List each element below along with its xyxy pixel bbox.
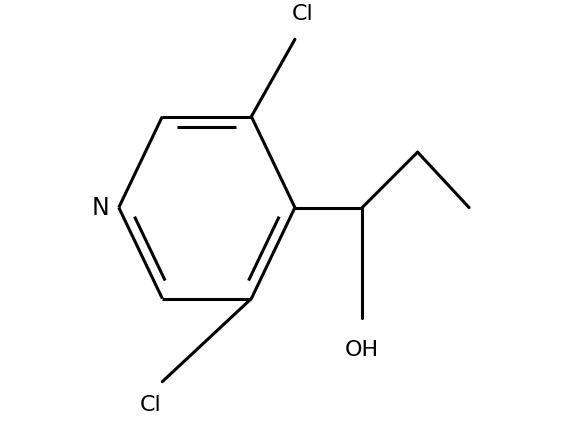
Text: N: N — [92, 196, 110, 220]
Text: Cl: Cl — [292, 3, 314, 24]
Text: OH: OH — [345, 340, 379, 360]
Text: Cl: Cl — [139, 395, 161, 416]
